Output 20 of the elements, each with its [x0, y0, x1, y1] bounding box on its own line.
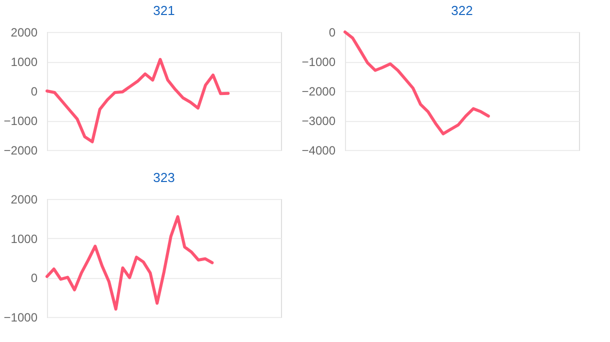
y-tick-label: −1000	[4, 310, 38, 324]
chart-title: 323	[153, 170, 175, 185]
chart-title: 322	[451, 3, 473, 18]
y-tick-label: −3000	[302, 114, 336, 128]
y-tick-label: 0	[328, 26, 336, 40]
y-tick-label: 1000	[10, 55, 38, 69]
y-tick-label: −4000	[302, 144, 336, 158]
line-series	[46, 58, 230, 144]
y-tick-label: −2000	[4, 144, 38, 158]
chart-title: 321	[153, 3, 175, 18]
y-tick-label: −1000	[4, 114, 38, 128]
y-tick-label: 1000	[10, 232, 38, 246]
line-series	[344, 30, 490, 136]
y-tick-label: −2000	[302, 84, 336, 98]
y-tick-label: 2000	[10, 192, 38, 206]
y-tick-label: −1000	[302, 55, 336, 69]
y-tick-label: 0	[30, 271, 38, 286]
line-series	[46, 215, 214, 311]
y-tick-label: 0	[30, 84, 38, 98]
y-tick-label: 2000	[10, 26, 38, 40]
